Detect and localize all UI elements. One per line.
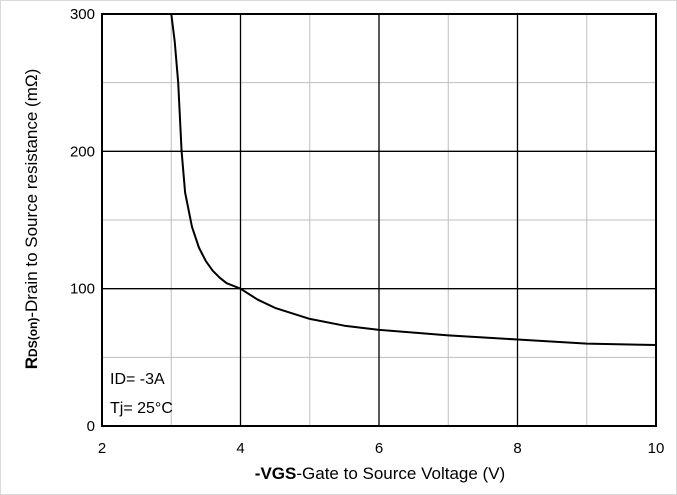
x-tick-label: 8 [513, 440, 521, 457]
annotation-tj: Tj= 25°C [110, 400, 173, 417]
y-axis-label: RDS(on)-Drain to Source resistance (mΩ) [22, 69, 41, 370]
x-tick-labels: 2 4 6 8 10 [98, 440, 665, 457]
x-axis-label: -VGS-Gate to Source Voltage (V) [255, 464, 505, 483]
plot-border [101, 13, 657, 427]
grid-lines [102, 14, 656, 426]
x-axis-label-rest: -Gate to Source Voltage (V) [296, 464, 505, 483]
y-axis-label-subscript: DS(on) [26, 318, 40, 357]
y-tick-labels: 0 100 200 300 [70, 6, 95, 435]
y-tick-label: 100 [70, 281, 95, 298]
x-tick-label: 6 [375, 440, 383, 457]
y-axis-label-rest: -Drain to Source resistance (mΩ) [22, 69, 41, 318]
x-axis-label-main: -VGS [255, 464, 297, 483]
y-axis-label-main: R [22, 357, 41, 369]
rds-vs-vgs-line [170, 13, 657, 346]
annotation-id: ID= -3A [110, 371, 165, 388]
x-tick-label: 4 [236, 440, 244, 457]
y-tick-label: 200 [70, 143, 95, 160]
x-tick-label: 10 [648, 440, 665, 457]
y-tick-label: 300 [70, 6, 95, 23]
y-tick-label: 0 [87, 418, 95, 435]
x-tick-label: 2 [98, 440, 106, 457]
